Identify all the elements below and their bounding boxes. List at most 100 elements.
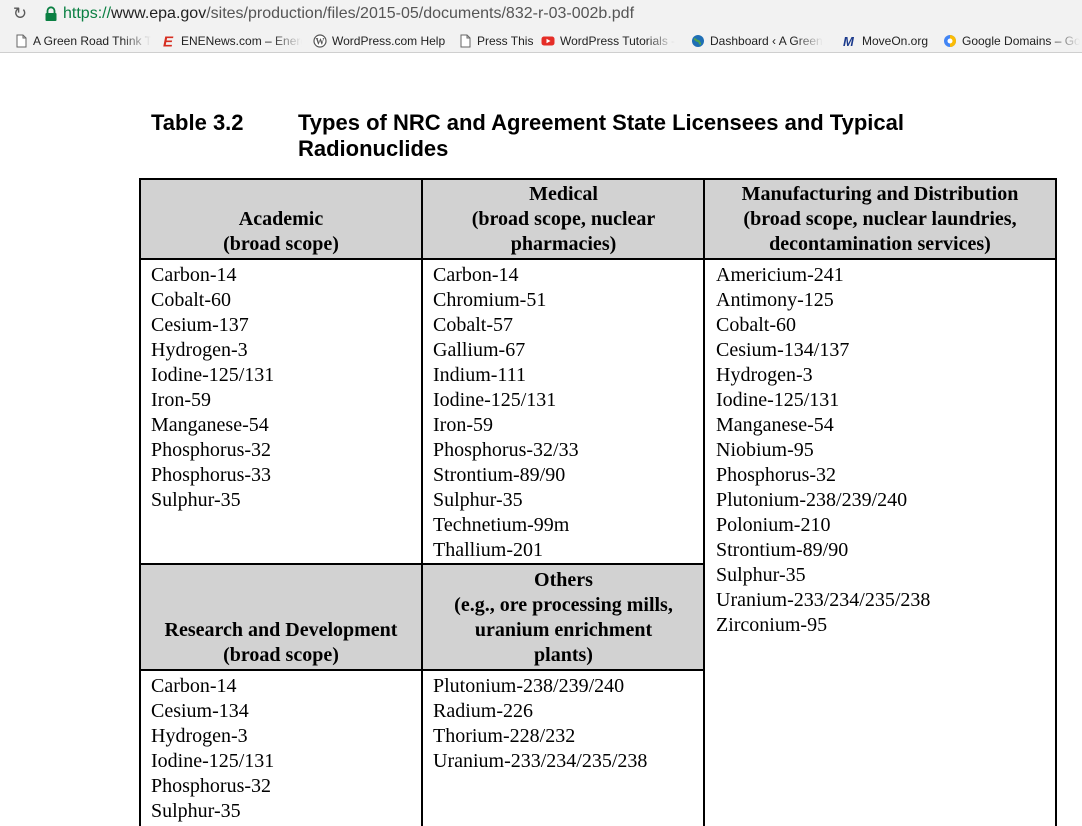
list-item: Chromium-51 (433, 289, 547, 311)
page-icon (460, 34, 471, 47)
list-item: Niobium-95 (716, 439, 814, 461)
bookmark-label: A Green Road Think T (33, 33, 151, 48)
google-domains-icon (944, 34, 956, 47)
bookmarks-bar: A Green Road Think T E ENENews.com – Ene… (0, 29, 1082, 53)
header-line: plants) (534, 644, 593, 666)
list-item: Sulphur-35 (151, 800, 241, 822)
list-item: Carbon-14 (433, 264, 519, 286)
header-line: uranium enrichment (474, 619, 653, 641)
list-item: Antimony-125 (716, 289, 834, 311)
list-item: Gallium-67 (433, 339, 526, 361)
table-column-divider (421, 178, 423, 826)
bookmark-google-domains[interactable]: Google Domains – Go (943, 32, 1080, 49)
table-column-divider (703, 178, 705, 826)
bookmark-label: ENENews.com – Energ (181, 33, 302, 48)
header-line: Academic (238, 208, 324, 230)
table-border-left (139, 178, 141, 826)
list-item: Iron-59 (433, 414, 493, 436)
cell-others: Plutonium-238/239/240 Radium-226 Thorium… (433, 674, 647, 774)
svg-text:M: M (843, 34, 855, 48)
list-item: Cesium-137 (151, 314, 249, 336)
svg-text:E: E (163, 34, 174, 48)
list-item: Phosphorus-33 (151, 464, 272, 486)
url-scheme: https:// (63, 5, 112, 22)
list-item: Iodine-125/131 (716, 389, 840, 411)
list-item: Cesium-134 (151, 700, 249, 722)
list-item: Hydrogen-3 (151, 725, 248, 747)
url-host: www.epa.gov (111, 5, 207, 22)
youtube-icon (541, 36, 555, 45)
list-item: Uranium-233/234/235/238 (716, 589, 931, 611)
list-item: Phosphorus-32 (716, 464, 837, 486)
lock-icon (45, 6, 57, 21)
cell-manufacturing: Americium-241 Antimony-125 Cobalt-60 Ces… (716, 263, 930, 638)
header-line: Medical (529, 183, 598, 205)
list-item: Cobalt-60 (716, 314, 796, 336)
header-line: Research and Development (164, 619, 398, 641)
table-rule-lower-top (139, 563, 705, 565)
list-item: Phosphorus-32 (151, 775, 272, 797)
header-academic: Academic (broad scope) (140, 180, 422, 259)
bookmark-label: Press This (477, 33, 533, 48)
bookmark-moveon[interactable]: M MoveOn.org (843, 32, 933, 49)
list-item: Iodine-125/131 (433, 389, 557, 411)
table-title: Types of NRC and Agreement State License… (298, 110, 904, 161)
list-item: Plutonium-238/239/240 (433, 675, 625, 697)
wordpress-icon: W (313, 33, 327, 48)
svg-text:W: W (316, 36, 325, 46)
header-research: Research and Development (broad scope) (140, 565, 422, 670)
list-item: Hydrogen-3 (151, 339, 248, 361)
list-item: Iodine-125/131 (151, 750, 275, 772)
list-item: Sulphur-35 (151, 489, 241, 511)
bookmark-a-green-road[interactable]: A Green Road Think T (14, 32, 151, 49)
list-item: Iron-59 (151, 389, 211, 411)
list-item: Iodine-125/131 (151, 364, 275, 386)
list-item: Indium-111 (433, 364, 526, 386)
table-number: Table 3.2 (151, 110, 244, 135)
list-item: Americium-241 (716, 264, 844, 286)
list-item: Manganese-54 (151, 414, 269, 436)
bookmark-label: WordPress.com Help (332, 33, 446, 48)
bookmark-wordpress-tutorials[interactable]: WordPress Tutorials - (541, 32, 677, 49)
list-item: Thallium-201 (433, 539, 543, 561)
header-line: (e.g., ore processing mills, (454, 594, 673, 616)
list-item: Strontium-89/90 (716, 539, 849, 561)
header-line: (broad scope) (223, 644, 339, 666)
list-item: Carbon-14 (151, 675, 237, 697)
bookmark-dashboard[interactable]: Dashboard ‹ A Green (691, 32, 831, 49)
list-item: Carbon-14 (151, 264, 237, 286)
list-item: Polonium-210 (716, 514, 831, 536)
header-line: decontamination services) (769, 233, 991, 255)
bookmark-label: MoveOn.org (862, 33, 929, 48)
address-bar: ↻ https://www.epa.gov/sites/production/f… (0, 0, 1082, 29)
bookmark-enenews[interactable]: E ENENews.com – Energ (162, 32, 302, 49)
bookmark-wordpress-help[interactable]: W WordPress.com Help (313, 32, 448, 49)
table-rule-header (139, 258, 1057, 260)
table-border-top (139, 178, 1057, 180)
reload-icon[interactable]: ↻ (12, 4, 28, 24)
globe-icon (692, 34, 704, 47)
table-border-right (1055, 178, 1057, 826)
moveon-icon: M (843, 34, 855, 48)
list-item: Hydrogen-3 (716, 364, 813, 386)
list-item: Uranium-233/234/235/238 (433, 750, 648, 772)
bookmark-label: Dashboard ‹ A Green (710, 33, 823, 48)
list-item: Cesium-134/137 (716, 339, 850, 361)
bookmark-label: Google Domains – Go (962, 33, 1080, 48)
list-item: Thorium-228/232 (433, 725, 576, 747)
header-line: (broad scope, nuclear (471, 208, 656, 230)
url-path: /sites/production/files/2015-05/document… (206, 5, 635, 22)
header-line: (broad scope) (223, 233, 339, 255)
table-rule-lower-header (139, 669, 705, 671)
enenews-icon: E (163, 34, 174, 48)
list-item: Technetium-99m (433, 514, 570, 536)
header-line: Others (534, 569, 593, 591)
list-item: Sulphur-35 (716, 564, 806, 586)
url-field[interactable]: https://www.epa.gov/sites/production/fil… (63, 4, 634, 24)
list-item: Cobalt-57 (433, 314, 513, 336)
header-manufacturing: Manufacturing and Distribution (broad sc… (705, 180, 1055, 259)
bookmark-press-this[interactable]: Press This (458, 32, 533, 49)
bookmark-label: WordPress Tutorials - (560, 33, 676, 48)
list-item: Phosphorus-32/33 (433, 439, 579, 461)
list-item: Sulphur-35 (433, 489, 523, 511)
